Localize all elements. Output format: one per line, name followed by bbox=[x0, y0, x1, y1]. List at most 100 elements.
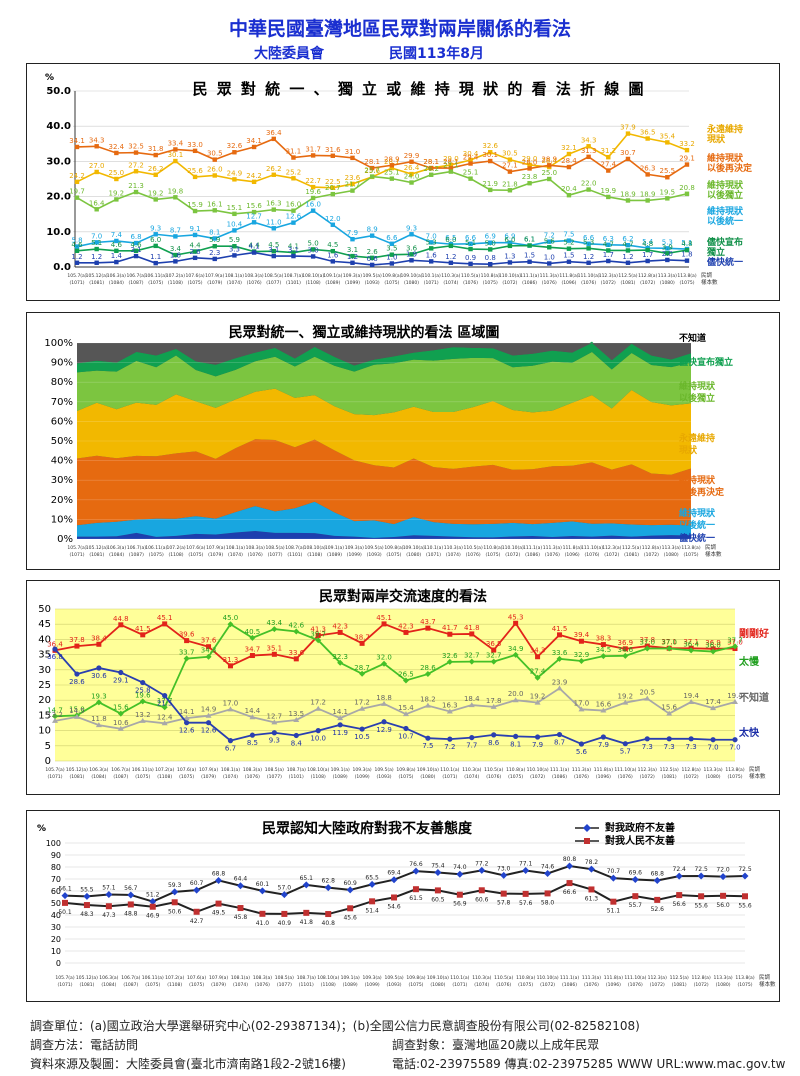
x-tick-label: 112.3(a) bbox=[599, 273, 618, 279]
y-tick-label: 30% bbox=[51, 475, 73, 486]
x-tick-label: 108.5(a) bbox=[265, 767, 284, 773]
x-tick-sublabel: (1072) bbox=[502, 280, 517, 286]
data-point bbox=[684, 258, 690, 263]
data-label: 33.7 bbox=[179, 649, 195, 657]
series-line bbox=[77, 251, 688, 266]
data-label: 25.5 bbox=[660, 167, 676, 175]
data-point bbox=[587, 865, 595, 873]
x-tick-sublabel: (1086) bbox=[562, 982, 577, 988]
data-label: 68.8 bbox=[212, 870, 226, 877]
data-label: 5.6 bbox=[576, 748, 588, 756]
data-label: 30.5 bbox=[502, 150, 518, 158]
x-tick-sublabel: (1089) bbox=[325, 280, 340, 286]
x-tick-label: 111.8(a) bbox=[563, 545, 582, 551]
data-label: 14.4 bbox=[245, 707, 261, 715]
x-tick-label: 108.3(a) bbox=[243, 767, 262, 773]
data-point bbox=[139, 698, 146, 705]
x-tick-sublabel: (1108) bbox=[321, 982, 336, 988]
data-label: 26.2 bbox=[423, 165, 439, 173]
data-point bbox=[675, 872, 683, 880]
data-label: 16.1 bbox=[207, 200, 223, 208]
data-label: 5.1 bbox=[91, 239, 102, 247]
data-label: 45.8 bbox=[234, 914, 248, 921]
data-label: 29.4 bbox=[463, 154, 479, 162]
data-point bbox=[625, 260, 631, 265]
data-label: 1.2 bbox=[71, 253, 82, 261]
data-label: 38.3 bbox=[596, 635, 612, 643]
data-point bbox=[315, 728, 321, 734]
x-tick-sublabel: (1072) bbox=[650, 982, 665, 988]
data-point bbox=[315, 632, 321, 638]
x-tick-sublabel: (1081) bbox=[89, 552, 104, 558]
x-tick-sublabel: (1075) bbox=[189, 982, 204, 988]
data-point bbox=[350, 253, 355, 259]
data-point bbox=[52, 717, 58, 723]
x-tick-label: 105.12(a) bbox=[66, 767, 88, 773]
data-label: 6.6 bbox=[465, 234, 477, 242]
x-tick-sublabel: (1072) bbox=[505, 552, 520, 558]
data-label: 72.5 bbox=[694, 866, 708, 873]
data-label: 9.1 bbox=[189, 225, 200, 233]
data-point bbox=[127, 891, 135, 899]
data-point bbox=[644, 645, 651, 652]
data-point bbox=[153, 243, 158, 249]
data-point bbox=[140, 679, 146, 686]
legend-label: 儘快統一 bbox=[706, 256, 743, 268]
data-point bbox=[346, 886, 354, 894]
footer-contact: 電話:02-23975589 傳真:02-23975285 WWW URL:ww… bbox=[392, 1057, 786, 1071]
data-label: 37.0 bbox=[661, 639, 677, 647]
data-label: 15.6 bbox=[246, 202, 262, 210]
data-label: 28.6 bbox=[69, 678, 85, 686]
legend-label: 永遠維持 bbox=[678, 432, 715, 444]
x-footer-poll: 民調 bbox=[705, 543, 717, 551]
data-label: 40.8 bbox=[322, 920, 336, 927]
data-label: 12.7 bbox=[246, 212, 262, 220]
x-tick-label: 111.1(a) bbox=[560, 975, 579, 981]
data-label: 25.6 bbox=[187, 167, 203, 175]
data-label: 33.6 bbox=[552, 649, 568, 657]
data-label: 34.1 bbox=[69, 137, 85, 145]
data-point bbox=[232, 177, 237, 182]
data-label: 4.7 bbox=[603, 240, 614, 248]
y-tick-label: 70 bbox=[51, 875, 61, 884]
data-label: 55.6 bbox=[738, 902, 752, 909]
data-label: 3.1 bbox=[288, 246, 299, 254]
data-label: 6.8 bbox=[130, 233, 141, 241]
data-label: 26.5 bbox=[398, 670, 414, 678]
data-point bbox=[606, 248, 611, 253]
data-label: 5.6 bbox=[544, 237, 556, 245]
x-tick-label: 111.10(a) bbox=[624, 975, 646, 981]
x-tick-label: 109.10(a) bbox=[417, 767, 439, 773]
data-label: 26.3 bbox=[640, 164, 656, 172]
series-line bbox=[54, 648, 735, 745]
legend-label: 對我人民不友善 bbox=[605, 834, 675, 847]
data-label: 3.1 bbox=[268, 246, 279, 254]
data-label: 42.6 bbox=[288, 621, 304, 629]
data-label: 30.6 bbox=[91, 672, 107, 680]
x-tick-label: 107.2(a) bbox=[155, 767, 174, 773]
x-tick-sublabel: (1075) bbox=[386, 552, 401, 558]
legend-label: 維持現狀 bbox=[707, 179, 744, 191]
data-label: 36.0 bbox=[705, 642, 721, 650]
data-label: 12.0 bbox=[325, 215, 341, 223]
data-label: 18.9 bbox=[640, 190, 656, 198]
data-point bbox=[625, 198, 631, 203]
data-label: 3.5 bbox=[386, 245, 397, 253]
data-point bbox=[600, 642, 606, 648]
data-point bbox=[171, 888, 179, 896]
data-label: 36.5 bbox=[486, 640, 502, 648]
data-label: 9.3 bbox=[406, 224, 417, 232]
x-tick-sublabel: (1086) bbox=[552, 774, 567, 780]
data-point bbox=[161, 720, 168, 726]
x-tick-label: 110.5(a) bbox=[461, 273, 480, 279]
x-tick-label: 107.9(a) bbox=[206, 545, 225, 551]
data-point bbox=[446, 708, 453, 714]
data-point bbox=[359, 640, 365, 646]
x-tick-label: 106.3(a) bbox=[107, 273, 126, 279]
x-tick-sublabel: (1076) bbox=[618, 774, 633, 780]
data-label: 42.7 bbox=[190, 918, 204, 925]
x-tick-sublabel: (1108) bbox=[311, 774, 326, 780]
data-label: 33.4 bbox=[168, 139, 184, 147]
data-label: 28.1 bbox=[443, 158, 459, 166]
data-label: 5.3 bbox=[426, 238, 437, 246]
